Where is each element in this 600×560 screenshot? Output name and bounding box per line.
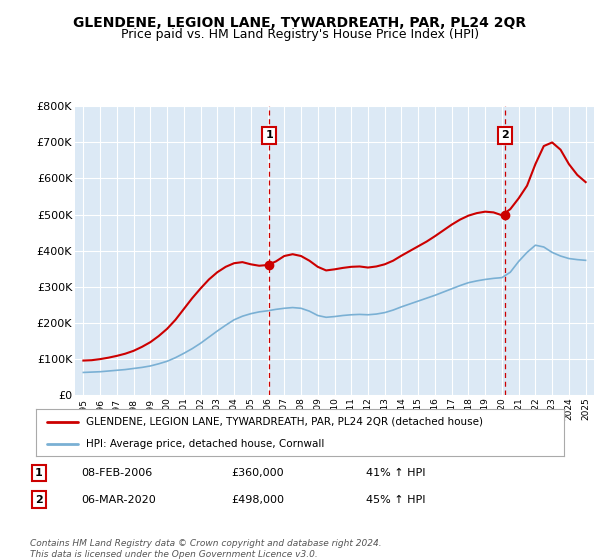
Text: 45% ↑ HPI: 45% ↑ HPI	[366, 494, 425, 505]
Text: 1: 1	[265, 130, 273, 140]
Text: HPI: Average price, detached house, Cornwall: HPI: Average price, detached house, Corn…	[86, 438, 325, 449]
Text: Price paid vs. HM Land Registry's House Price Index (HPI): Price paid vs. HM Land Registry's House …	[121, 28, 479, 41]
Text: £498,000: £498,000	[231, 494, 284, 505]
Text: 1: 1	[35, 468, 43, 478]
Text: 08-FEB-2006: 08-FEB-2006	[81, 468, 152, 478]
Text: 06-MAR-2020: 06-MAR-2020	[81, 494, 156, 505]
Text: 2: 2	[502, 130, 509, 140]
Text: Contains HM Land Registry data © Crown copyright and database right 2024.
This d: Contains HM Land Registry data © Crown c…	[30, 539, 382, 559]
Text: GLENDENE, LEGION LANE, TYWARDREATH, PAR, PL24 2QR (detached house): GLENDENE, LEGION LANE, TYWARDREATH, PAR,…	[86, 417, 483, 427]
Text: 41% ↑ HPI: 41% ↑ HPI	[366, 468, 425, 478]
Text: 2: 2	[35, 494, 43, 505]
Text: GLENDENE, LEGION LANE, TYWARDREATH, PAR, PL24 2QR: GLENDENE, LEGION LANE, TYWARDREATH, PAR,…	[73, 16, 527, 30]
Text: £360,000: £360,000	[231, 468, 284, 478]
